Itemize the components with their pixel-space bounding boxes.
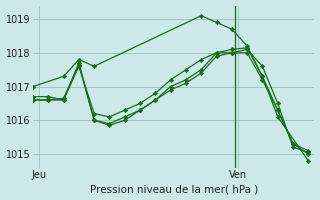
X-axis label: Pression niveau de la mer( hPa ): Pression niveau de la mer( hPa ) <box>90 184 258 194</box>
